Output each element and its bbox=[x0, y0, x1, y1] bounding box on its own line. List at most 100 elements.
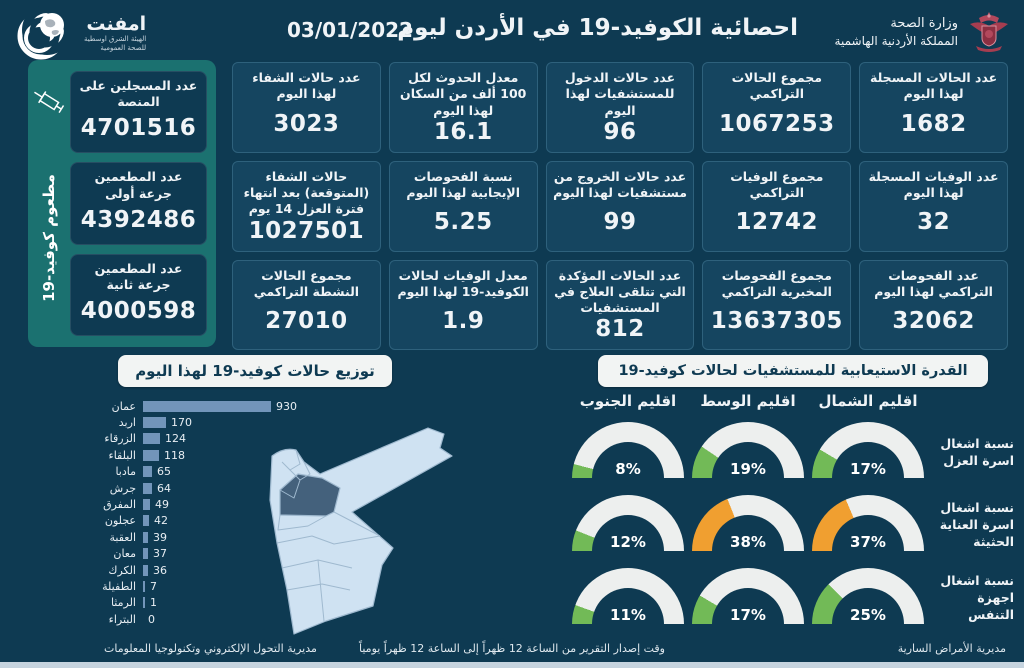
bar bbox=[143, 466, 152, 478]
stat-card: مجموع الفحوصات المخبرية التراكمي 13637305 bbox=[702, 259, 852, 351]
bar-value: 49 bbox=[155, 498, 169, 512]
gauge-cell: 37% bbox=[808, 489, 928, 562]
stat-card-value: 812 bbox=[595, 316, 645, 343]
gauge: 17% bbox=[692, 568, 804, 627]
stat-card-label: عدد حالات الخروج من مستشفيات لهذا اليوم bbox=[553, 168, 687, 200]
stat-card-value: 32062 bbox=[892, 308, 975, 335]
syringe-icon bbox=[34, 91, 65, 113]
vaccine-panel-strip: مطعوم كوفيد-19 bbox=[28, 60, 70, 347]
footer-it-directorate: مديرية التحول الإلكتروني وتكنولوجيا المع… bbox=[104, 642, 317, 655]
bar-value: 124 bbox=[165, 432, 186, 446]
bar bbox=[143, 548, 148, 560]
gauge: 19% bbox=[692, 422, 804, 481]
bar-category-label: المفرق bbox=[103, 498, 136, 512]
gauge: 38% bbox=[692, 495, 804, 554]
vaccine-panel: مطعوم كوفيد-19 عدد المسجلين على المنصة 47… bbox=[28, 60, 216, 347]
gauge-value: 11% bbox=[610, 606, 646, 624]
gauge-value: 19% bbox=[730, 460, 766, 478]
emphnet-globe-icon bbox=[17, 6, 72, 60]
stats-grid: عدد الحالات المسجلة لهذا اليوم 1682 مجموع … bbox=[232, 62, 1008, 351]
distribution-chart-title: توزيع حالات كوفيد-19 لهذا اليوم bbox=[118, 355, 392, 387]
bar-row: البلقاء 118 bbox=[64, 447, 304, 463]
bar-value: 118 bbox=[164, 448, 185, 462]
emphnet-subtitle-2: للصحة العمومية bbox=[100, 44, 147, 53]
stat-card: نسبة الفحوصات الإيجابية لهذا اليوم 5.25 bbox=[388, 160, 538, 252]
bar bbox=[143, 564, 148, 576]
stat-card-value: 16.1 bbox=[433, 118, 493, 145]
bar-category-label: الزرقاء bbox=[104, 432, 136, 446]
page-title: احصائية الكوفيد-19 في الأردن ليوم bbox=[397, 15, 798, 41]
distribution-bar-chart: عمان 930 اربد 170 الزرقاء 124 البلقاء 118 مادبا 6… bbox=[64, 398, 304, 627]
stat-card: معدل الحدوث لكل 100 ألف من السكان لهذا ا… bbox=[388, 62, 538, 153]
gauge-cell: 17% bbox=[808, 416, 928, 489]
jordan-map bbox=[269, 427, 453, 635]
gauge-row-label: نسبة اشغال اسرة العزل bbox=[940, 435, 1014, 468]
bar-category-label: مادبا bbox=[115, 465, 136, 479]
bar-category-label: البلقاء bbox=[108, 448, 136, 462]
gauge-column-header: اقليم الوسط bbox=[700, 392, 796, 410]
ministry-name: وزارة الصحة bbox=[890, 16, 958, 32]
stat-card-value: 1067253 bbox=[719, 110, 835, 137]
gauge-value: 17% bbox=[850, 460, 886, 478]
bar-row: العقبة 39 bbox=[64, 529, 304, 545]
footer-report-time: وقت إصدار التقرير من الساعة 12 ظهراً إلى… bbox=[359, 642, 665, 655]
stat-card-label: مجموع الفحوصات المخبرية التراكمي bbox=[721, 267, 832, 299]
bar-row: اربد 170 bbox=[64, 414, 304, 430]
stat-card: عدد حالات الدخول للمستشفيات لهذا اليوم 96 bbox=[545, 62, 695, 153]
vaccine-card: عدد المسجلين على المنصة 4701516 bbox=[70, 71, 207, 154]
gauge-column-header: اقليم الجنوب bbox=[579, 392, 677, 410]
gauge-cell: 19% bbox=[688, 416, 808, 489]
bar-row: الزرقاء 124 bbox=[64, 431, 304, 447]
vaccine-cards: عدد المسجلين على المنصة 4701516 عدد المطعم… bbox=[70, 71, 207, 336]
stat-card: عدد حالات الخروج من مستشفيات لهذا اليوم 9… bbox=[545, 160, 695, 252]
stat-card-label: عدد الوفيات المسجلة لهذا اليوم bbox=[868, 168, 999, 200]
bar-row: الرمثا 1 bbox=[64, 595, 304, 611]
stat-card-value: 12742 bbox=[735, 209, 819, 236]
stat-card-value: 1682 bbox=[900, 110, 967, 137]
bar-row: الطفيلة 7 bbox=[64, 578, 304, 594]
stat-card-label: حالات الشفاء (المتوقعة) بعد انتهاء فترة … bbox=[243, 168, 370, 217]
gauge-cell: 8% bbox=[568, 416, 688, 489]
vaccine-card-value: 4701516 bbox=[80, 115, 197, 142]
stat-card-value: 3023 bbox=[273, 110, 340, 137]
gauge-cell: 17% bbox=[688, 562, 808, 635]
vaccine-card: عدد المطعمين جرعة ثانية 4000598 bbox=[70, 253, 207, 336]
bar-row: عجلون 42 bbox=[64, 513, 304, 529]
gauge-cell: 12% bbox=[568, 489, 688, 562]
bar-category-label: عجلون bbox=[104, 514, 136, 528]
vaccine-card-value: 4392486 bbox=[80, 206, 197, 233]
bar-value: 65 bbox=[157, 465, 171, 479]
stat-card-value: 5.25 bbox=[433, 209, 493, 236]
gauge-cell: 25% bbox=[808, 562, 928, 635]
stat-card: عدد الحالات المسجلة لهذا اليوم 1682 bbox=[859, 62, 1008, 153]
bar bbox=[143, 515, 149, 527]
vaccine-card-label: عدد المسجلين على المنصة bbox=[79, 78, 198, 110]
emphnet-subtitle-1: الهيئة الشرق اوسطية bbox=[84, 34, 147, 43]
gauge: 37% bbox=[812, 495, 924, 554]
gauge: 17% bbox=[812, 422, 924, 481]
jordan-coat-of-arms-icon bbox=[970, 12, 1008, 52]
stat-card-value: 1027501 bbox=[248, 217, 365, 244]
gauge-value: 25% bbox=[850, 606, 886, 624]
bar bbox=[143, 580, 145, 592]
bar-value: 42 bbox=[154, 514, 168, 528]
emphnet-logo: امفنت الهيئة الشرق اوسطية للصحة العمومية bbox=[14, 6, 146, 62]
gauge: 11% bbox=[572, 568, 684, 627]
gauge-cell: 38% bbox=[688, 489, 808, 562]
bar-category-label: الرمثا bbox=[110, 596, 136, 610]
stat-card: عدد حالات الشفاء لهذا اليوم 3023 bbox=[232, 62, 381, 153]
stat-card: معدل الوفيات لحالات الكوفيد-19 لهذا اليو… bbox=[388, 259, 538, 351]
vaccine-card-label: عدد المطعمين جرعة أولى bbox=[94, 169, 183, 201]
gauge-value: 8% bbox=[615, 460, 641, 478]
stat-card-label: عدد حالات الدخول للمستشفيات لهذا اليوم bbox=[564, 70, 676, 118]
footer-directorate: مديرية الأمراض السارية bbox=[897, 642, 1006, 655]
bar-category-label: اربد bbox=[118, 416, 136, 430]
stat-card-value: 27010 bbox=[265, 308, 348, 335]
stat-card-label: مجموع الحالات النشطة التراكمي bbox=[253, 267, 360, 299]
capacity-gauge-grid: اقليم الشمال اقليم الوسط اقليم الجنوب نسبة … bbox=[568, 392, 1016, 635]
stat-card-value: 13637305 bbox=[710, 308, 843, 335]
bar-value: 0 bbox=[148, 612, 155, 626]
bar-row: معان 37 bbox=[64, 546, 304, 562]
bar bbox=[143, 531, 148, 543]
stat-card: عدد الوفيات المسجلة لهذا اليوم 32 bbox=[859, 160, 1008, 252]
